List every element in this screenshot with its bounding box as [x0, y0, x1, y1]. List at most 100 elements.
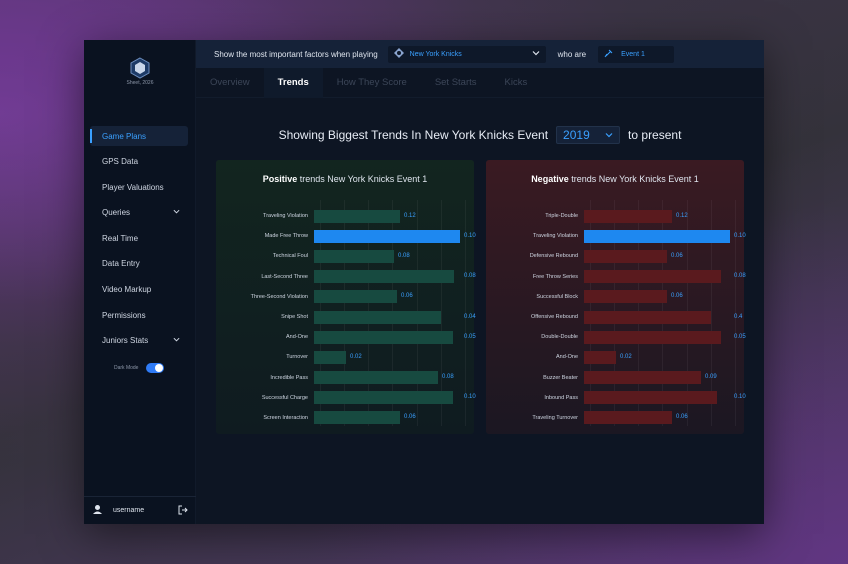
- trend-value: 0.09: [705, 374, 717, 381]
- trend-bar[interactable]: [314, 290, 397, 304]
- trend-label: Technical Foul: [272, 253, 308, 260]
- trend-bar[interactable]: [314, 330, 453, 344]
- trend-row[interactable]: Triple-Double 0.12: [486, 206, 744, 226]
- trend-bar[interactable]: [314, 411, 400, 425]
- trend-row[interactable]: Inbound Pass 0.10: [486, 388, 746, 408]
- trend-label: Snipe Shot: [281, 314, 308, 321]
- trend-bar[interactable]: [584, 391, 717, 405]
- trend-row[interactable]: Buzzer Beater 0.09: [486, 368, 744, 388]
- trend-value: 0.05: [464, 333, 476, 340]
- negative-panel-title: Negative trends New York Knicks Event 1: [531, 174, 699, 184]
- dark-mode-label: Dark Mode: [114, 365, 139, 371]
- trend-bar[interactable]: [584, 310, 711, 324]
- event-select[interactable]: Event 1: [598, 45, 675, 63]
- sidebar-item-juniors-stats[interactable]: Juniors Stats: [90, 331, 188, 351]
- negative-rows: Triple-Double 0.12 Traveling Violation 0.10…: [486, 206, 746, 428]
- trend-row[interactable]: Successful Block 0.06: [486, 287, 744, 307]
- sidebar-item-label: Real Time: [102, 233, 139, 243]
- trend-row[interactable]: Traveling Turnover 0.06: [486, 408, 744, 428]
- sidebar-item-queries[interactable]: Queries: [90, 203, 188, 223]
- trend-label: And-One: [285, 334, 308, 341]
- trend-value: 0.02: [350, 353, 362, 360]
- trend-row[interactable]: Snipe Shot 0.04: [216, 307, 476, 327]
- trend-row[interactable]: Traveling Violation 0.10: [486, 226, 746, 246]
- trend-bar[interactable]: [584, 290, 667, 304]
- trend-row[interactable]: Defensive Rebound 0.06: [486, 246, 744, 266]
- trend-bar[interactable]: [314, 249, 394, 263]
- tab-how-they-score[interactable]: How They Score: [336, 77, 407, 88]
- trend-value: 0.06: [671, 293, 683, 300]
- tab-set-starts[interactable]: Set Starts: [434, 77, 477, 88]
- trend-value: 0.08: [464, 273, 476, 280]
- sidebar-nav: Game Plans GPS Data Player Valuations Queri…: [90, 126, 188, 356]
- trend-row[interactable]: Successful Charge 0.10: [216, 388, 476, 408]
- trend-label: Screen Interaction: [263, 414, 308, 421]
- year-select[interactable]: 2019: [556, 126, 621, 144]
- sidebar-item-label: Juniors Stats: [102, 336, 149, 346]
- trend-bar[interactable]: [584, 330, 721, 344]
- headline-suffix: to present: [628, 128, 682, 142]
- tab-trends[interactable]: Trends: [263, 67, 323, 98]
- logout-icon[interactable]: [178, 505, 188, 517]
- sidebar-item-player-valuations[interactable]: Player Valuations: [90, 177, 188, 197]
- trend-row[interactable]: Double-Double 0.05: [486, 327, 746, 347]
- trend-row[interactable]: Last-Second Three 0.08: [216, 267, 476, 287]
- sidebar-item-video-markup[interactable]: Video Markup: [90, 280, 188, 300]
- trend-label: Traveling Violation: [533, 233, 578, 240]
- trend-bar[interactable]: [314, 310, 441, 324]
- trend-bar[interactable]: [584, 411, 672, 425]
- trend-label: Three-Second Violation: [250, 293, 308, 300]
- trend-bar[interactable]: [584, 270, 721, 284]
- trend-value: 0.06: [676, 414, 688, 421]
- sidebar-item-real-time[interactable]: Real Time: [90, 228, 188, 248]
- sidebar-item-gps-data[interactable]: GPS Data: [90, 152, 188, 172]
- trend-row[interactable]: Technical Foul 0.08: [216, 246, 474, 266]
- sidebar-item-game-plans[interactable]: Game Plans: [90, 126, 188, 146]
- trend-bar[interactable]: [314, 371, 438, 385]
- trend-row[interactable]: Made Free Throw 0.10: [216, 226, 476, 246]
- sidebar-item-data-entry[interactable]: Data Entry: [90, 254, 188, 274]
- trend-value: 0.4: [734, 313, 743, 320]
- trend-row[interactable]: Offensive Rebound 0.4: [486, 307, 744, 327]
- trend-bar[interactable]: [584, 209, 672, 223]
- tab-overview[interactable]: Overview: [210, 77, 250, 88]
- dark-mode-toggle[interactable]: [146, 363, 165, 373]
- positive-rows: Traveling Violation 0.12 Made Free Throw 0.…: [216, 206, 476, 428]
- positive-trends-panel: Positive trends New York Knicks Event 1 …: [216, 160, 476, 434]
- trend-row[interactable]: Turnover 0.02: [216, 347, 474, 367]
- trend-label: Buzzer Beater: [543, 374, 578, 381]
- chevron-down-icon: [173, 208, 180, 217]
- trend-row[interactable]: Traveling Violation 0.12: [216, 206, 474, 226]
- event-select-value: Event 1: [621, 50, 645, 58]
- sidebar-item-permissions[interactable]: Permissions: [90, 305, 188, 325]
- filter-prompt: Show the most important factors when pla…: [214, 49, 378, 59]
- trend-bar[interactable]: [314, 350, 346, 364]
- trend-bar[interactable]: [584, 249, 667, 263]
- trend-row[interactable]: Free Throw Series 0.08: [486, 267, 746, 287]
- tab-kicks[interactable]: Kicks: [504, 77, 528, 88]
- trend-bar[interactable]: [584, 371, 701, 385]
- chevron-down-icon: [173, 336, 180, 345]
- trend-value: 0.12: [676, 212, 688, 219]
- trend-bar[interactable]: [314, 209, 400, 223]
- trends-headline: Showing Biggest Trends In New York Knick…: [196, 126, 764, 144]
- trend-value: 0.10: [464, 232, 476, 239]
- trend-row[interactable]: Screen Interaction 0.06: [216, 408, 474, 428]
- trend-row[interactable]: Incredible Pass 0.08: [216, 368, 474, 388]
- trend-bar[interactable]: [584, 350, 616, 364]
- sidebar-item-label: Data Entry: [102, 259, 140, 269]
- trend-row[interactable]: Three-Second Violation 0.06: [216, 287, 474, 307]
- trend-bar[interactable]: [314, 270, 454, 284]
- chevron-down-icon: [532, 49, 540, 59]
- trend-value: 0.06: [404, 414, 416, 421]
- team-select-value: New York Knicks: [409, 50, 462, 58]
- trend-row[interactable]: And-One 0.05: [216, 327, 476, 347]
- trend-bar[interactable]: [314, 391, 453, 405]
- trend-row[interactable]: And-One 0.02: [486, 347, 744, 367]
- trend-label: Traveling Violation: [263, 213, 308, 220]
- year-select-value: 2019: [563, 128, 590, 142]
- trend-bar[interactable]: [314, 229, 460, 243]
- trend-bar[interactable]: [584, 229, 730, 243]
- avatar-icon[interactable]: [92, 504, 103, 517]
- team-select[interactable]: New York Knicks: [387, 45, 546, 63]
